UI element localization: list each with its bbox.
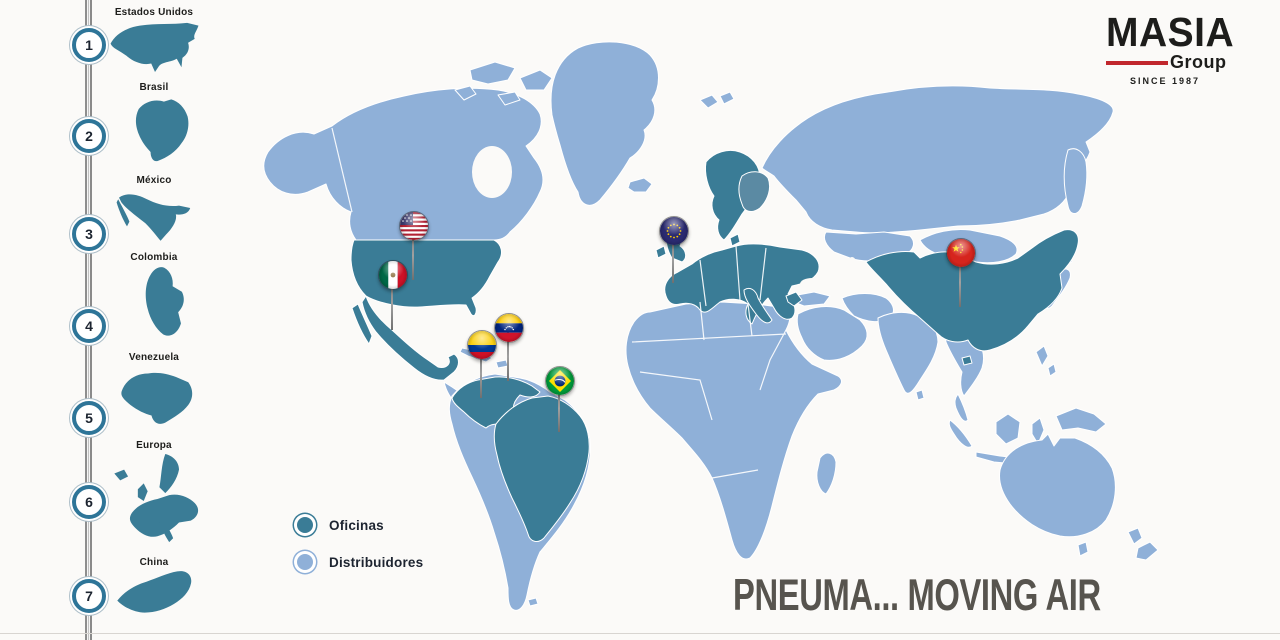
step-circle-2: 2 bbox=[72, 119, 106, 153]
pin-stick bbox=[672, 230, 674, 283]
china-flag-icon bbox=[946, 238, 976, 268]
colombia-silhouette bbox=[100, 264, 210, 340]
pin-stick bbox=[391, 274, 393, 330]
sidebar-label-europa: Europa bbox=[136, 440, 172, 451]
legend-item-distribuidores: Distribuidores bbox=[293, 549, 423, 575]
china-silhouette bbox=[100, 568, 210, 616]
step-circle-4: 4 bbox=[72, 309, 106, 343]
usa-flag-icon bbox=[399, 211, 429, 241]
logo-red-bar bbox=[1106, 60, 1168, 65]
region-usa bbox=[350, 239, 502, 317]
pin-stick bbox=[558, 380, 560, 432]
legend-swatch-oficinas bbox=[297, 517, 313, 533]
estados-unidos-silhouette bbox=[100, 20, 210, 72]
sidebar-label-mexico: México bbox=[136, 175, 172, 186]
legend: Oficinas Distribuidores bbox=[293, 512, 423, 586]
region-madagascar bbox=[816, 452, 837, 495]
mexico-flag-icon bbox=[378, 260, 408, 290]
pin-stick bbox=[412, 225, 414, 280]
region-new-zealand bbox=[1127, 527, 1159, 561]
region-canada bbox=[263, 87, 544, 241]
europe-borders bbox=[699, 245, 767, 307]
region-arctic-islands bbox=[454, 61, 553, 106]
venezuela-flag-icon bbox=[494, 313, 524, 343]
european-union-flag-icon bbox=[659, 216, 689, 246]
sidebar-label-estados-unidos: Estados Unidos bbox=[114, 7, 194, 18]
step-circle-5: 5 bbox=[72, 401, 106, 435]
pin-stick bbox=[959, 252, 961, 307]
masia-group-logo: MASIA Group SINCE 1987 bbox=[1106, 10, 1256, 87]
legend-swatch-distribuidores bbox=[297, 554, 313, 570]
region-greece bbox=[785, 291, 803, 307]
pin-stick bbox=[507, 327, 509, 381]
region-new-guinea bbox=[1055, 407, 1107, 433]
region-italy bbox=[743, 287, 773, 324]
legend-item-oficinas: Oficinas bbox=[293, 512, 423, 538]
logo-group-text: Group bbox=[1170, 52, 1227, 73]
region-arabia bbox=[796, 306, 868, 361]
region-kamchatka bbox=[1063, 148, 1088, 214]
brazil-flag-icon bbox=[545, 366, 575, 396]
brasil-silhouette bbox=[100, 94, 210, 164]
colombia-flag-icon bbox=[467, 330, 497, 360]
black-sea bbox=[800, 278, 824, 290]
region-iceland bbox=[627, 177, 653, 193]
bottom-rule bbox=[0, 633, 1280, 634]
sidebar-label-brasil: Brasil bbox=[139, 82, 169, 93]
logo-since-text: SINCE 1987 bbox=[1129, 76, 1201, 87]
sidebar-label-china: China bbox=[139, 557, 169, 568]
tagline: PNEUMA... MOVING AIR bbox=[733, 570, 1101, 620]
sidebar-label-colombia: Colombia bbox=[130, 252, 178, 263]
region-scandinavia bbox=[705, 149, 761, 241]
region-colombia-venezuela bbox=[451, 376, 541, 429]
region-denmark bbox=[729, 233, 741, 247]
region-africa bbox=[625, 301, 842, 560]
alaska-border bbox=[331, 127, 353, 213]
step-circle-6: 6 bbox=[72, 485, 106, 519]
region-australia bbox=[999, 433, 1116, 557]
step-circle-3: 3 bbox=[72, 217, 106, 251]
africa-borders bbox=[631, 301, 787, 479]
region-svalbard bbox=[699, 91, 735, 109]
region-europe-mainland bbox=[664, 243, 820, 325]
region-greenland bbox=[550, 41, 659, 206]
step-circle-1: 1 bbox=[72, 28, 106, 62]
venezuela-silhouette bbox=[100, 366, 210, 430]
caspian-sea bbox=[846, 257, 858, 283]
mexico-silhouette bbox=[100, 188, 210, 244]
step-circle-7: 7 bbox=[72, 579, 106, 613]
legend-label-distribuidores: Distribuidores bbox=[329, 554, 424, 570]
region-finland bbox=[738, 171, 771, 212]
sidebar-label-venezuela: Venezuela bbox=[128, 352, 180, 363]
europa-silhouette bbox=[100, 452, 210, 550]
pin-stick bbox=[480, 344, 482, 398]
logo-brand-text: MASIA bbox=[1106, 10, 1235, 56]
region-mexico bbox=[351, 295, 459, 381]
region-brazil bbox=[493, 395, 590, 542]
legend-label-oficinas: Oficinas bbox=[329, 517, 384, 533]
region-philippines bbox=[1035, 345, 1057, 377]
region-russia bbox=[761, 85, 1114, 234]
hudson-bay bbox=[472, 146, 512, 198]
